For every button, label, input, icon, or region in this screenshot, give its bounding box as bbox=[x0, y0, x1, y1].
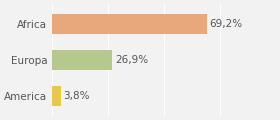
Bar bbox=[52, 50, 112, 70]
Text: 69,2%: 69,2% bbox=[210, 19, 243, 29]
Bar bbox=[52, 86, 61, 106]
Text: 3,8%: 3,8% bbox=[63, 91, 90, 101]
Bar bbox=[52, 14, 207, 34]
Text: 26,9%: 26,9% bbox=[115, 55, 148, 65]
